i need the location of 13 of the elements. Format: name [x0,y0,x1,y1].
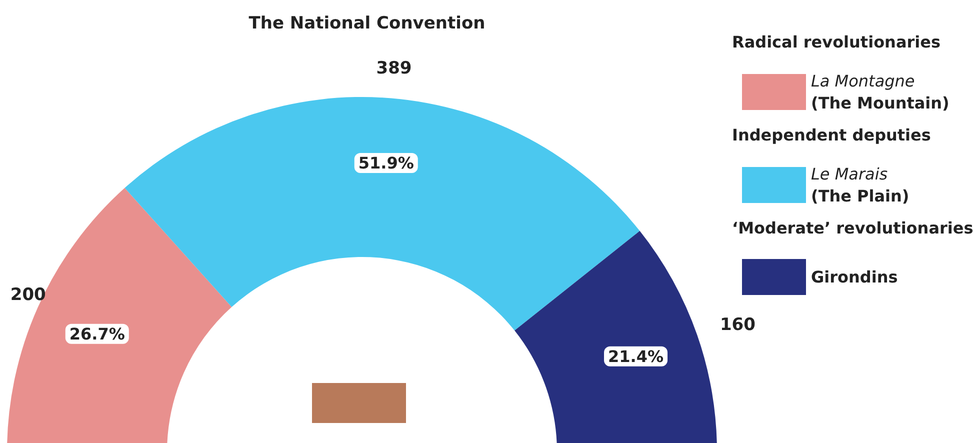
data-label: 51.9% [358,154,414,173]
data-label: 26.7% [69,324,125,344]
legend-label: Girondins [811,268,898,286]
text: Radical revolutionaries [732,32,940,52]
chart-title: The National Convention [248,14,486,34]
text: 389 [376,58,412,78]
legend-label: La Montagne (The Mountain) [811,72,950,112]
text: 160 [720,315,756,336]
legend-label: Le Marais (The Plain) [811,164,910,206]
text: ‘Moderate’ revolutionaries [732,218,973,238]
data-label: 21.4% [608,346,664,366]
text: 200 [10,285,46,306]
text: Independent deputies [732,126,931,144]
